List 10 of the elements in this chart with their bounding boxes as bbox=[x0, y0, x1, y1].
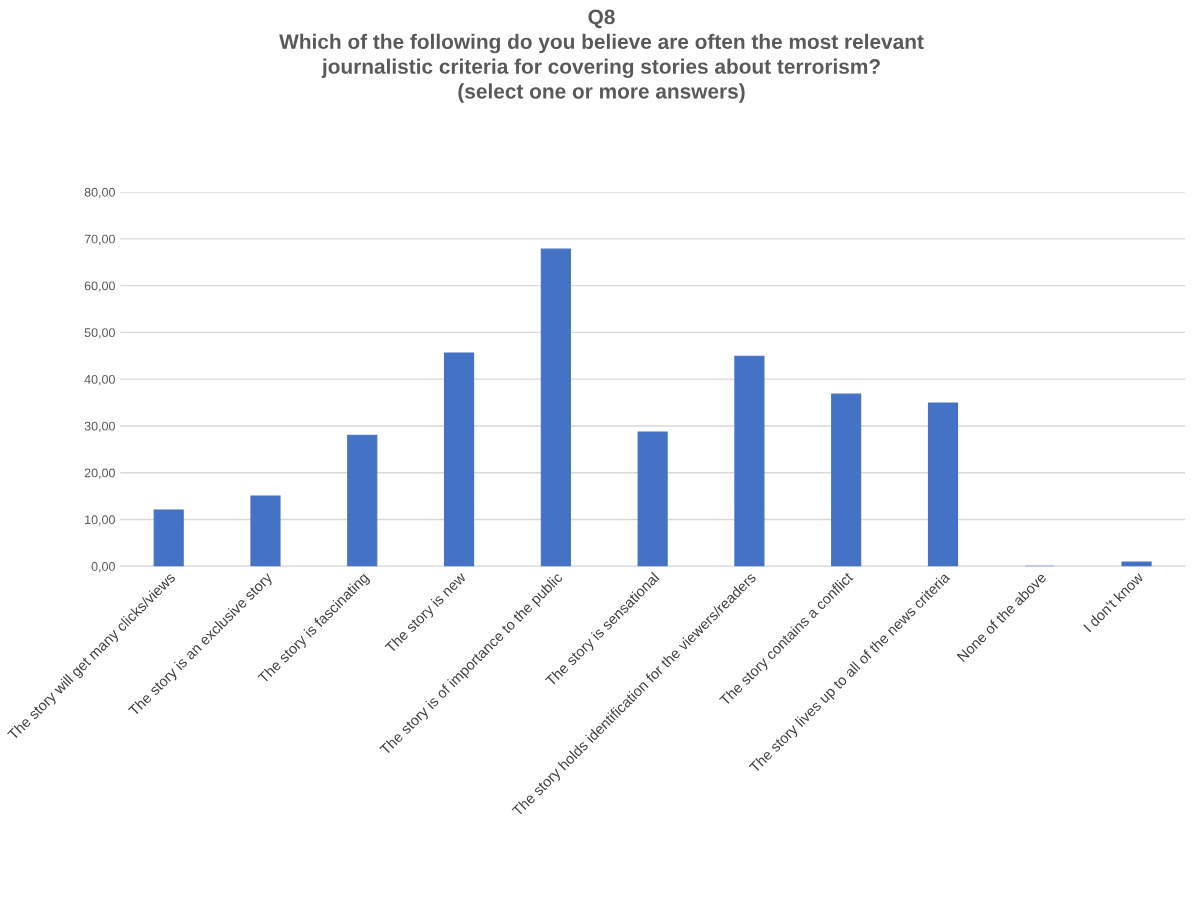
y-tick-label: 50,00 bbox=[84, 328, 115, 339]
y-tick-label: 30,00 bbox=[84, 421, 115, 433]
y-tick-label: 10,00 bbox=[85, 515, 115, 526]
chart-title: Q8 Which of the following do you believe are often the most relevant journalistic criteria for covering stories about terrorism? (select one or more answers) bbox=[279, 9, 924, 103]
y-tick-label: 40,00 bbox=[84, 374, 115, 386]
y-tick-label: 20,00 bbox=[84, 468, 115, 479]
y-tick-label: 80,00 bbox=[84, 187, 115, 199]
y-tick-label: 0,00 bbox=[91, 562, 115, 573]
y-tick-label: 60,00 bbox=[84, 281, 115, 292]
y-tick-label: 70,00 bbox=[84, 234, 115, 245]
